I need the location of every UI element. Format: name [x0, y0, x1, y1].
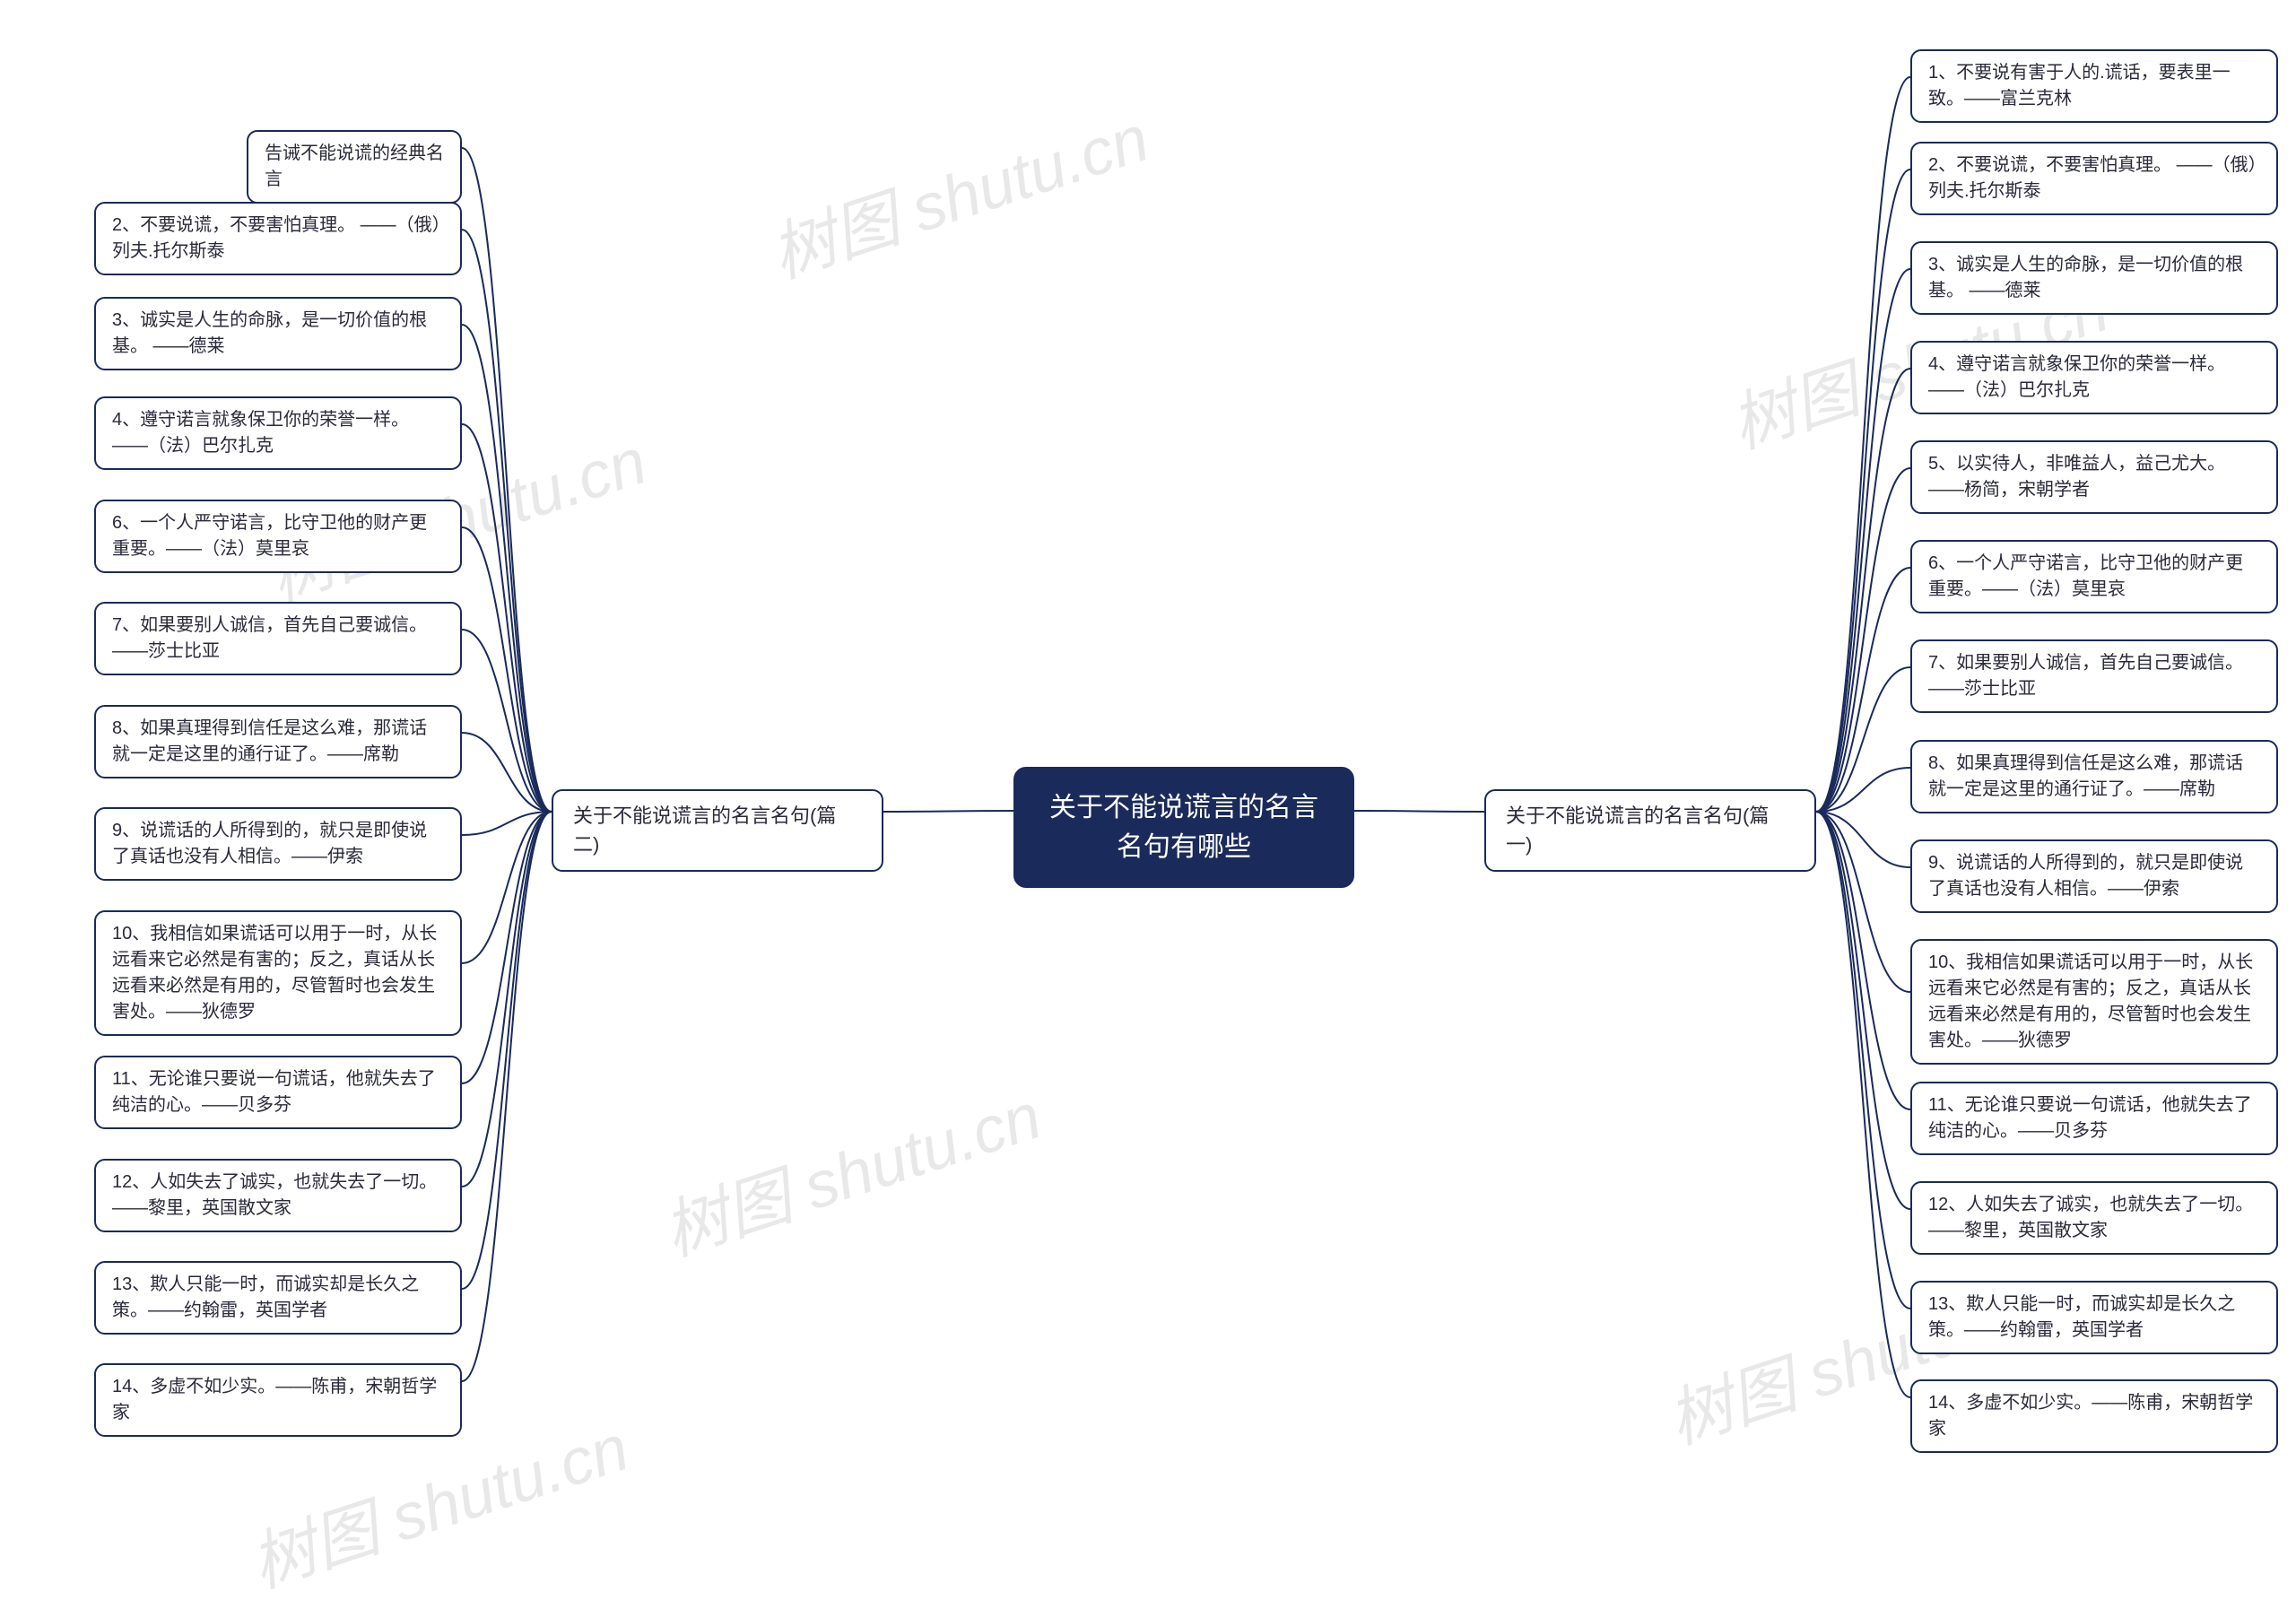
leaf-node[interactable]: 6、一个人严守诺言，比守卫他的财产更重要。——（法）莫里哀 [1910, 540, 2278, 613]
leaf-node[interactable]: 8、如果真理得到信任是这么难，那谎话就一定是这里的通行证了。——席勒 [94, 705, 462, 778]
leaf-node[interactable]: 3、诚实是人生的命脉，是一切价值的根基。 ——德莱 [1910, 241, 2278, 315]
leaf-node[interactable]: 10、我相信如果谎话可以用于一时，从长远看来它必然是有害的；反之，真话从长远看来… [1910, 939, 2278, 1065]
mindmap-canvas: 树图 shutu.cn树图 shutu.cn树图 shutu.cn树图 shut… [0, 0, 2296, 1609]
leaf-node[interactable]: 2、不要说谎，不要害怕真理。 ——（俄）列夫.托尔斯泰 [1910, 142, 2278, 215]
leaf-node[interactable]: 4、遵守诺言就象保卫你的荣誉一样。 ——（法）巴尔扎克 [94, 396, 462, 470]
leaf-node[interactable]: 2、不要说谎，不要害怕真理。 ——（俄）列夫.托尔斯泰 [94, 202, 462, 275]
leaf-node[interactable]: 10、我相信如果谎话可以用于一时，从长远看来它必然是有害的；反之，真话从长远看来… [94, 910, 462, 1036]
leaf-node[interactable]: 13、欺人只能一时，而诚实却是长久之策。——约翰雷，英国学者 [94, 1261, 462, 1335]
root-node[interactable]: 关于不能说谎言的名言名句有哪些 [1013, 767, 1354, 888]
branch-node[interactable]: 关于不能说谎言的名言名句(篇二) [552, 789, 883, 872]
leaf-node[interactable]: 7、如果要别人诚信，首先自己要诚信。——莎士比亚 [1910, 639, 2278, 713]
leaf-node[interactable]: 11、无论谁只要说一句谎话，他就失去了纯洁的心。——贝多芬 [94, 1056, 462, 1129]
leaf-node[interactable]: 12、人如失去了诚实，也就失去了一切。——黎里，英国散文家 [94, 1159, 462, 1232]
leaf-node[interactable]: 3、诚实是人生的命脉，是一切价值的根基。 ——德莱 [94, 297, 462, 370]
leaf-node[interactable]: 9、说谎话的人所得到的，就只是即使说了真话也没有人相信。——伊索 [94, 807, 462, 881]
leaf-node[interactable]: 5、以实待人，非唯益人，益己尤大。——杨简，宋朝学者 [1910, 440, 2278, 514]
leaf-node[interactable]: 6、一个人严守诺言，比守卫他的财产更重要。——（法）莫里哀 [94, 500, 462, 573]
leaf-node[interactable]: 4、遵守诺言就象保卫你的荣誉一样。 ——（法）巴尔扎克 [1910, 341, 2278, 414]
leaf-node[interactable]: 14、多虚不如少实。——陈甫，宋朝哲学家 [1910, 1379, 2278, 1453]
leaf-node[interactable]: 9、说谎话的人所得到的，就只是即使说了真话也没有人相信。——伊索 [1910, 839, 2278, 913]
leaf-node[interactable]: 11、无论谁只要说一句谎话，他就失去了纯洁的心。——贝多芬 [1910, 1082, 2278, 1155]
leaf-node[interactable]: 14、多虚不如少实。——陈甫，宋朝哲学家 [94, 1363, 462, 1437]
leaf-node[interactable]: 1、不要说有害于人的.谎话，要表里一致。——富兰克林 [1910, 49, 2278, 123]
leaf-node[interactable]: 13、欺人只能一时，而诚实却是长久之策。——约翰雷，英国学者 [1910, 1281, 2278, 1354]
branch-node[interactable]: 关于不能说谎言的名言名句(篇一) [1484, 789, 1816, 872]
leaf-node[interactable]: 告诫不能说谎的经典名言 [247, 130, 462, 204]
leaf-node[interactable]: 7、如果要别人诚信，首先自己要诚信。——莎士比亚 [94, 602, 462, 675]
leaf-node[interactable]: 12、人如失去了诚实，也就失去了一切。——黎里，英国散文家 [1910, 1181, 2278, 1255]
leaf-node[interactable]: 8、如果真理得到信任是这么难，那谎话就一定是这里的通行证了。——席勒 [1910, 740, 2278, 813]
